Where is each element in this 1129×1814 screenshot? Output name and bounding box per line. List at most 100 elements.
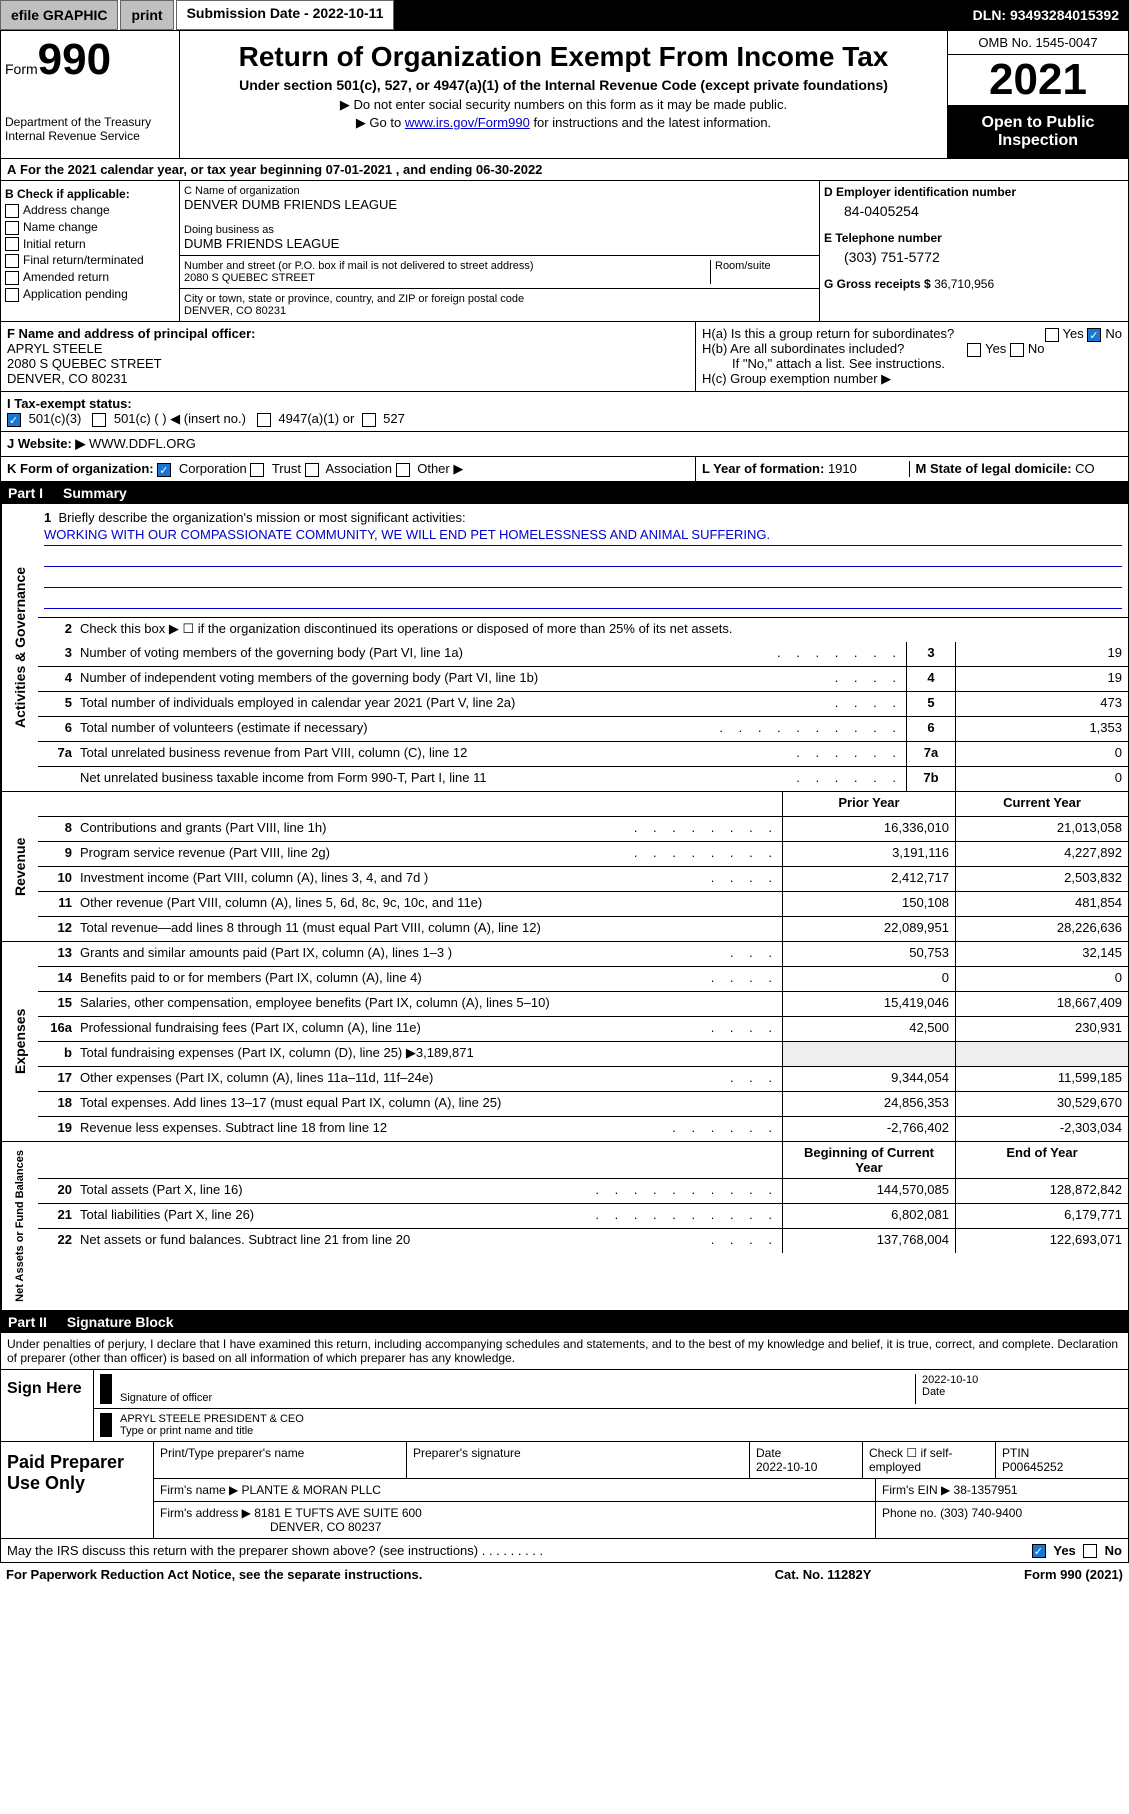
ein-label: D Employer identification number xyxy=(824,185,1124,199)
efile-button[interactable]: efile GRAPHIC xyxy=(0,0,118,30)
box-f-label: F Name and address of principal officer: xyxy=(7,326,689,341)
l13-desc: Grants and similar amounts paid (Part IX… xyxy=(76,942,726,966)
check-527[interactable] xyxy=(362,413,376,427)
gross-value: 36,710,956 xyxy=(934,277,994,291)
prep-name-hdr: Print/Type preparer's name xyxy=(154,1442,407,1478)
check-app-pending[interactable] xyxy=(5,288,19,302)
hdr-begin: Beginning of Current Year xyxy=(782,1142,955,1178)
check-discuss-no[interactable] xyxy=(1083,1544,1097,1558)
discuss-row: May the IRS discuss this return with the… xyxy=(0,1539,1129,1564)
check-amended[interactable] xyxy=(5,271,19,285)
form-label: Form xyxy=(5,61,38,77)
sig-date: 2022-10-10 xyxy=(922,1374,1122,1386)
l18-curr: 30,529,670 xyxy=(955,1092,1128,1116)
part1-label: Part I xyxy=(8,485,43,501)
check-ha-yes[interactable] xyxy=(1045,328,1059,342)
box-b: B Check if applicable: Address change Na… xyxy=(1,181,180,321)
l10-curr: 2,503,832 xyxy=(955,867,1128,891)
check-hb-yes[interactable] xyxy=(967,343,981,357)
firm-phone: (303) 740-9400 xyxy=(940,1506,1022,1520)
prep-ptin-hdr: PTIN xyxy=(1002,1446,1029,1460)
cat-no: Cat. No. 11282Y xyxy=(723,1567,923,1582)
check-assoc[interactable] xyxy=(305,463,319,477)
firm-addr2: DENVER, CO 80237 xyxy=(160,1520,381,1534)
part2-title: Signature Block xyxy=(67,1314,174,1330)
opt-corp: Corporation xyxy=(179,461,247,476)
lbl-final-return: Final return/terminated xyxy=(23,253,144,267)
website-value: WWW.DDFL.ORG xyxy=(89,436,196,451)
check-501c[interactable] xyxy=(92,413,106,427)
check-name-change[interactable] xyxy=(5,221,19,235)
firm-phone-label: Phone no. xyxy=(882,1506,937,1520)
check-discuss-yes[interactable] xyxy=(1032,1544,1046,1558)
l19-desc: Revenue less expenses. Subtract line 18 … xyxy=(76,1117,668,1141)
row-klm: K Form of organization: Corporation Trus… xyxy=(0,457,1129,482)
opt-527: 527 xyxy=(383,411,405,426)
l17-desc: Other expenses (Part IX, column (A), lin… xyxy=(76,1067,726,1091)
l10-desc: Investment income (Part VIII, column (A)… xyxy=(76,867,707,891)
line6-num: 6 xyxy=(906,717,955,741)
firm-ein: 38-1357951 xyxy=(954,1483,1018,1497)
sig-date-label: Date xyxy=(922,1386,1122,1398)
row-i: I Tax-exempt status: 501(c)(3) 501(c) ( … xyxy=(0,392,1129,432)
prep-date-hdr: Date xyxy=(756,1446,781,1460)
dba-name: DUMB FRIENDS LEAGUE xyxy=(184,236,815,251)
l22-desc: Net assets or fund balances. Subtract li… xyxy=(76,1229,707,1253)
opt-501c3: 501(c)(3) xyxy=(29,411,82,426)
check-trust[interactable] xyxy=(250,463,264,477)
lbl-name-change: Name change xyxy=(23,220,98,234)
domicile-label: M State of legal domicile: xyxy=(916,461,1072,476)
discuss-label: May the IRS discuss this return with the… xyxy=(7,1543,478,1558)
check-4947[interactable] xyxy=(257,413,271,427)
side-expenses: Expenses xyxy=(1,942,38,1141)
irs-link[interactable]: www.irs.gov/Form990 xyxy=(405,115,530,130)
l20-curr: 128,872,842 xyxy=(955,1179,1128,1203)
check-other[interactable] xyxy=(396,463,410,477)
year-formation-label: L Year of formation: xyxy=(702,461,824,476)
check-address-change[interactable] xyxy=(5,204,19,218)
lbl-address-change: Address change xyxy=(23,203,110,217)
opt-assoc: Association xyxy=(325,461,391,476)
l20-desc: Total assets (Part X, line 16) xyxy=(76,1179,591,1203)
line5-num: 5 xyxy=(906,692,955,716)
l9-curr: 4,227,892 xyxy=(955,842,1128,866)
l22-prior: 137,768,004 xyxy=(782,1229,955,1253)
l20-prior: 144,570,085 xyxy=(782,1179,955,1203)
line4-val: 19 xyxy=(955,667,1128,691)
preparer-block: Paid Preparer Use Only Print/Type prepar… xyxy=(1,1441,1128,1538)
phone-value: (303) 751-5772 xyxy=(844,249,1124,265)
check-501c3[interactable] xyxy=(7,413,21,427)
l16b-desc: Total fundraising expenses (Part IX, col… xyxy=(76,1042,782,1066)
officer-name-title: APRYL STEELE PRESIDENT & CEO xyxy=(120,1413,1122,1425)
line7b-num: 7b xyxy=(906,767,955,791)
submission-date: Submission Date - 2022-10-11 xyxy=(176,0,395,30)
org-name-label: C Name of organization xyxy=(184,185,815,197)
print-button[interactable]: print xyxy=(120,0,173,30)
info-block: B Check if applicable: Address change Na… xyxy=(0,181,1129,322)
l14-curr: 0 xyxy=(955,967,1128,991)
check-final-return[interactable] xyxy=(5,254,19,268)
firm-name: PLANTE & MORAN PLLC xyxy=(242,1483,381,1497)
line4-num: 4 xyxy=(906,667,955,691)
mission-blank2 xyxy=(44,569,1122,588)
check-corp[interactable] xyxy=(157,463,171,477)
l17-curr: 11,599,185 xyxy=(955,1067,1128,1091)
line7a-num: 7a xyxy=(906,742,955,766)
name-title-label: Type or print name and title xyxy=(120,1425,1122,1437)
prep-ptin: P00645252 xyxy=(1002,1460,1063,1474)
check-hb-no[interactable] xyxy=(1010,343,1024,357)
l21-prior: 6,802,081 xyxy=(782,1204,955,1228)
period-row: A For the 2021 calendar year, or tax yea… xyxy=(0,159,1129,181)
l13-prior: 50,753 xyxy=(782,942,955,966)
l22-curr: 122,693,071 xyxy=(955,1229,1128,1253)
note-goto-pre: ▶ Go to xyxy=(356,115,405,130)
line5-val: 473 xyxy=(955,692,1128,716)
check-ha-no[interactable] xyxy=(1087,328,1101,342)
check-initial-return[interactable] xyxy=(5,237,19,251)
officer-addr1: 2080 S QUEBEC STREET xyxy=(7,356,689,371)
line7a-val: 0 xyxy=(955,742,1128,766)
l12-curr: 28,226,636 xyxy=(955,917,1128,941)
discuss-no: No xyxy=(1105,1543,1122,1558)
line7b-val: 0 xyxy=(955,767,1128,791)
mission-text: WORKING WITH OUR COMPASSIONATE COMMUNITY… xyxy=(44,527,1122,546)
